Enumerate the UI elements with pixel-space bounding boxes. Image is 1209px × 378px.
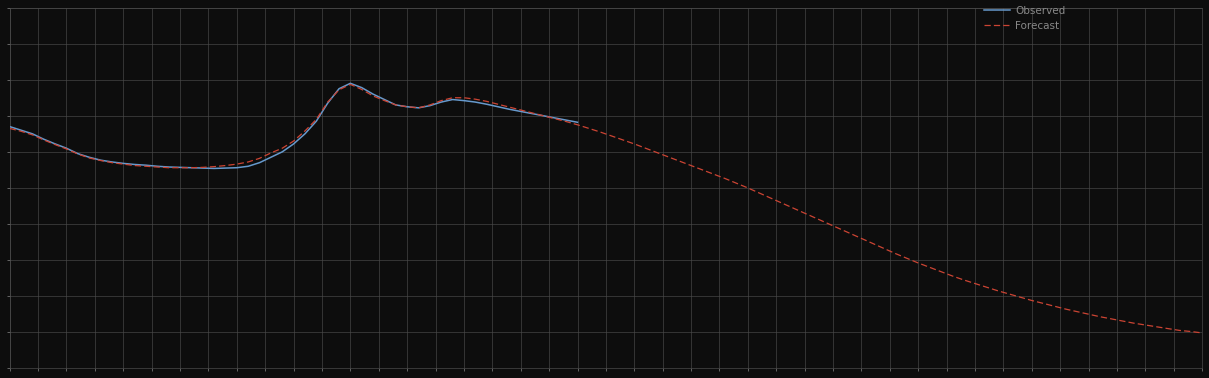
Forecast — [832, 226, 846, 231]
Forecast — [1194, 331, 1209, 335]
Observed — [2, 124, 17, 129]
Observed — [434, 100, 449, 104]
Observed — [559, 118, 573, 122]
Line: Forecast: Forecast — [10, 84, 1202, 333]
Forecast — [2, 126, 17, 131]
Forecast — [1047, 304, 1062, 308]
Forecast — [706, 172, 721, 177]
Observed — [207, 166, 221, 171]
Forecast — [786, 206, 800, 211]
Forecast — [343, 82, 358, 87]
Forecast — [36, 138, 51, 142]
Observed — [184, 166, 198, 170]
Observed — [400, 104, 415, 109]
Observed — [571, 120, 585, 124]
Observed — [127, 162, 141, 167]
Observed — [173, 165, 187, 170]
Observed — [343, 81, 358, 85]
Legend: Observed, Forecast: Observed, Forecast — [984, 6, 1065, 31]
Line: Observed: Observed — [10, 83, 578, 169]
Forecast — [718, 176, 733, 181]
